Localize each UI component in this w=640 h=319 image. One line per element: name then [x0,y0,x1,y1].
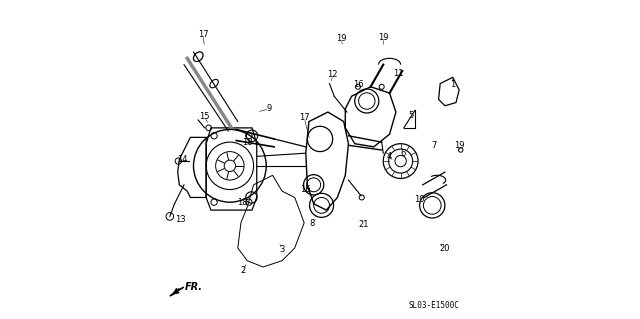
Text: 5: 5 [408,111,413,120]
Text: 2: 2 [240,266,245,275]
Text: 19: 19 [336,34,346,43]
Text: 7: 7 [432,141,437,150]
Text: 16: 16 [353,80,364,89]
Text: 18: 18 [237,198,248,207]
Text: 12: 12 [328,70,338,79]
Text: 18: 18 [242,137,253,147]
Text: 8: 8 [310,219,315,228]
Text: 10: 10 [414,195,425,204]
Text: 21: 21 [358,220,369,229]
Text: 19: 19 [378,33,388,42]
Text: 9: 9 [267,104,272,113]
Polygon shape [170,288,179,296]
Text: 11: 11 [393,69,404,78]
Text: 17: 17 [198,30,208,39]
Text: 3: 3 [280,245,285,254]
Text: 1: 1 [450,80,456,89]
Text: SL03-E1500C: SL03-E1500C [408,301,460,310]
Text: 13: 13 [175,215,186,224]
Text: 19: 19 [454,141,465,150]
Text: 16: 16 [300,185,311,194]
Text: 17: 17 [299,113,310,122]
Text: 20: 20 [439,244,449,253]
Text: 4: 4 [387,152,392,161]
Text: 15: 15 [199,112,210,121]
Text: 14: 14 [177,155,188,164]
Text: FR.: FR. [185,282,203,292]
Text: 6: 6 [400,149,406,158]
